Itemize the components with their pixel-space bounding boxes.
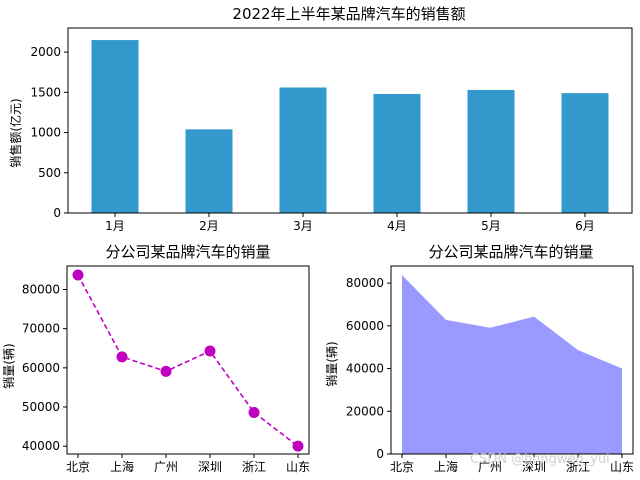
line-chart-ylabel: 销量(辆) — [2, 343, 16, 388]
branch-area-chart: 分公司某品牌汽车的销量 销量(辆) 北京 上海 广州 深圳 浙江 山东 0 20000 4000… — [325, 243, 634, 474]
y-tick-label: 50000 — [22, 400, 60, 414]
y-tick-label: 80000 — [346, 276, 384, 290]
line-chart-axes — [66, 265, 310, 455]
data-point — [116, 351, 128, 363]
branch-line-chart: 分公司某品牌汽车的销量 销量(辆) 北京 上海 广州 深圳 浙江 山东 40000 50000… — [2, 243, 310, 474]
bar — [279, 87, 327, 213]
area-chart-axes — [390, 265, 634, 455]
y-tick-label: 500 — [38, 166, 61, 180]
bar — [467, 89, 515, 213]
x-tick-label: 深圳 — [198, 460, 222, 474]
x-tick-label: 浙江 — [242, 460, 266, 474]
y-tick-label: 40000 — [346, 362, 384, 376]
bar — [185, 129, 233, 213]
x-tick-label: 深圳 — [522, 460, 546, 474]
x-tick-label: 浙江 — [566, 460, 590, 474]
data-point — [292, 440, 304, 452]
x-tick-label: 北京 — [390, 460, 414, 474]
bar — [373, 93, 421, 213]
area-chart-ylabel: 销量(辆) — [325, 341, 339, 386]
x-tick-label: 上海 — [434, 459, 458, 474]
x-tick-label: 4月 — [387, 219, 407, 233]
bar-chart-title: 2022年上半年某品牌汽车的销售额 — [232, 5, 465, 23]
y-tick-label: 0 — [53, 206, 61, 220]
bar-chart-ylabel: 销售额(亿元) — [8, 98, 23, 167]
area-chart-marks: 北京 上海 广州 深圳 浙江 山东 0 20000 40000 60000 80000 — [346, 275, 634, 474]
x-tick-label: 2月 — [199, 219, 219, 233]
bar — [561, 93, 609, 213]
x-tick-label: 5月 — [481, 219, 501, 233]
line-chart-marks: 北京 上海 广州 深圳 浙江 山东 40000 50000 60000 70000 80000 — [22, 269, 310, 474]
sales-bar-chart: 2022年上半年某品牌汽车的销售额 销售额(亿元) 1月 2月 3月 4月 5月 6月 0 5… — [8, 5, 633, 233]
x-tick-label: 6月 — [575, 219, 595, 233]
data-point — [248, 406, 260, 418]
y-tick-label: 80000 — [22, 283, 60, 297]
y-tick-label: 40000 — [22, 439, 60, 453]
x-tick-label: 3月 — [293, 219, 313, 233]
data-point — [160, 365, 172, 377]
y-tick-label: 1000 — [30, 126, 61, 140]
series-line — [77, 274, 299, 447]
x-tick-label: 上海 — [110, 459, 134, 474]
y-tick-label: 20000 — [346, 404, 384, 418]
watermark: CSDN @hongwen_yul — [470, 452, 610, 467]
x-tick-label: 1月 — [105, 219, 125, 233]
y-tick-label: 60000 — [346, 319, 384, 333]
x-tick-label: 山东 — [610, 460, 634, 474]
area-chart-title: 分公司某品牌汽车的销量 — [428, 243, 593, 261]
y-tick-label: 1500 — [30, 85, 61, 99]
bar-chart-axes — [67, 27, 633, 214]
bar-chart-marks: 1月 2月 3月 4月 5月 6月 0 500 1000 1500 2000 — [30, 40, 609, 233]
data-point — [72, 269, 84, 281]
data-point — [204, 345, 216, 357]
bar — [91, 40, 139, 213]
area-fill — [402, 275, 622, 454]
y-tick-label: 60000 — [22, 361, 60, 375]
x-tick-label: 广州 — [478, 460, 502, 474]
y-tick-label: 0 — [376, 447, 384, 461]
x-tick-label: 北京 — [66, 460, 90, 474]
line-chart-title: 分公司某品牌汽车的销量 — [105, 243, 270, 261]
y-tick-label: 70000 — [22, 322, 60, 336]
x-tick-label: 山东 — [286, 460, 310, 474]
y-tick-label: 2000 — [30, 45, 61, 59]
x-tick-label: 广州 — [154, 460, 178, 474]
